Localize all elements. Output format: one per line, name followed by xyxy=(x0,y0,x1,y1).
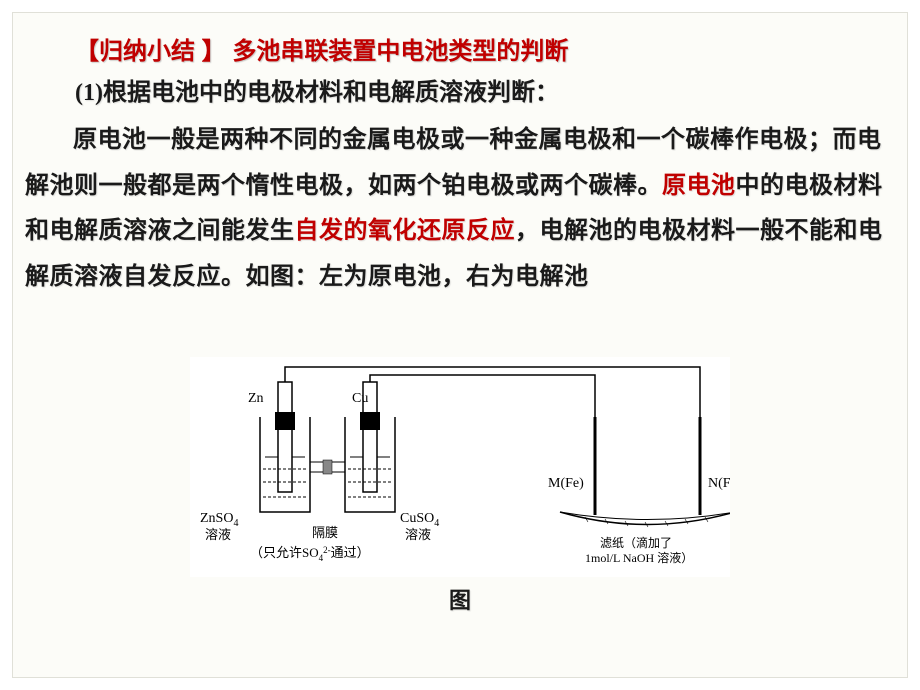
subheading-num: (1) xyxy=(75,80,103,106)
wire-inner xyxy=(370,375,595,472)
body-paragraph: 原电池一般是两种不同的金属电极或一种金属电极和一个碳棒作电极；而电解池则一般都是… xyxy=(25,117,895,299)
heading-bracket-close: 】 xyxy=(195,38,226,65)
label-cu: Cu xyxy=(352,391,368,406)
wire-top xyxy=(285,367,700,472)
label-membrane: 隔膜 xyxy=(312,525,338,540)
label-n-fe: N(Fe) xyxy=(708,476,730,491)
label-paper1: 滤纸（滴加了 xyxy=(600,535,672,550)
heading-label1: 归纳小结 xyxy=(99,38,195,65)
diagram-wrap: Zn Cu xyxy=(25,357,895,577)
left-beaker-zn: Zn xyxy=(248,382,310,512)
slide-inner: 【归纳小结 】 多池串联装置中电池类型的判断 (1)根据电池中的电极材料和电解质… xyxy=(12,12,908,678)
label-znso4-solution: 溶液 xyxy=(205,527,231,542)
label-m-fe: M(Fe) xyxy=(548,476,584,491)
subheading-text: 根据电池中的电极材料和电解质溶液判断： xyxy=(103,79,559,106)
label-zn: Zn xyxy=(248,391,264,406)
slide-container: 【归纳小结 】 多池串联装置中电池类型的判断 (1)根据电池中的电极材料和电解质… xyxy=(0,0,920,690)
right-cell: M(Fe) N(Fe) 滤纸（滴加了 1mol/L NaOH 溶液） xyxy=(548,417,730,565)
heading: 【归纳小结 】 多池串联装置中电池类型的判断 xyxy=(75,31,895,66)
label-cuso4-solution: 溶液 xyxy=(405,527,431,542)
diagram-svg: Zn Cu xyxy=(190,357,730,577)
body-red2: 自发的氧化还原反应 xyxy=(295,217,516,244)
heading-bracket-open: 【 xyxy=(75,38,99,65)
heading-label2: 多池串联装置中电池类型的判断 xyxy=(226,38,569,65)
label-membrane-desc: （只允许SO42-通过） xyxy=(250,545,370,563)
left-beaker-cu: Cu xyxy=(345,382,395,512)
body-red1: 原电池 xyxy=(662,172,736,199)
salt-bridge xyxy=(310,460,345,474)
figure-caption: 图 xyxy=(25,583,895,615)
label-paper2: 1mol/L NaOH 溶液） xyxy=(585,550,693,565)
diagram-box: Zn Cu xyxy=(190,357,730,577)
subheading: (1)根据电池中的电极材料和电解质溶液判断： xyxy=(75,72,895,107)
